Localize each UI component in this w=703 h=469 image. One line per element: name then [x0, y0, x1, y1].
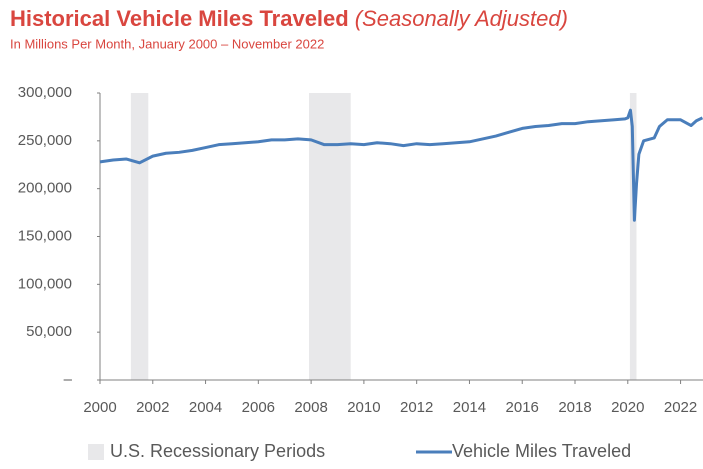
chart-title: Historical Vehicle Miles Traveled (Season…	[10, 6, 568, 31]
recession-band	[130, 93, 149, 380]
x-tick-label: 2002	[136, 399, 169, 416]
title-note: (Seasonally Adjusted)	[355, 6, 568, 31]
y-tick-label: 300,000	[18, 84, 72, 101]
y-tick-label: –	[64, 371, 73, 388]
legend-swatch	[88, 444, 104, 460]
data-line	[99, 108, 703, 222]
x-tick-label: 2010	[347, 399, 380, 416]
y-tick-label: 150,000	[18, 227, 72, 244]
recession-band	[309, 93, 351, 380]
x-tick-label: 2012	[400, 399, 433, 416]
x-tick-label: 2014	[453, 399, 486, 416]
x-tick-label: 2006	[242, 399, 275, 416]
x-tick-label: 2004	[189, 399, 222, 416]
x-tick-label: 2008	[294, 399, 327, 416]
y-tick-label: 250,000	[18, 132, 72, 149]
x-tick-label: 2020	[611, 399, 644, 416]
y-tick-label: 50,000	[26, 323, 72, 340]
recession-band	[629, 93, 637, 380]
x-tick-label: 2018	[558, 399, 591, 416]
x-tick-label: 2022	[664, 399, 697, 416]
chart-subtitle: In Millions Per Month, January 2000 – No…	[10, 36, 324, 51]
y-tick-label: 100,000	[18, 275, 72, 292]
title-main: Historical Vehicle Miles Traveled	[10, 6, 349, 31]
legend-label: Vehicle Miles Traveled	[452, 441, 631, 461]
legend-label: U.S. Recessionary Periods	[110, 441, 325, 461]
y-tick-label: 200,000	[18, 180, 72, 197]
x-tick-label: 2016	[506, 399, 539, 416]
x-tick-label: 2000	[83, 399, 116, 416]
